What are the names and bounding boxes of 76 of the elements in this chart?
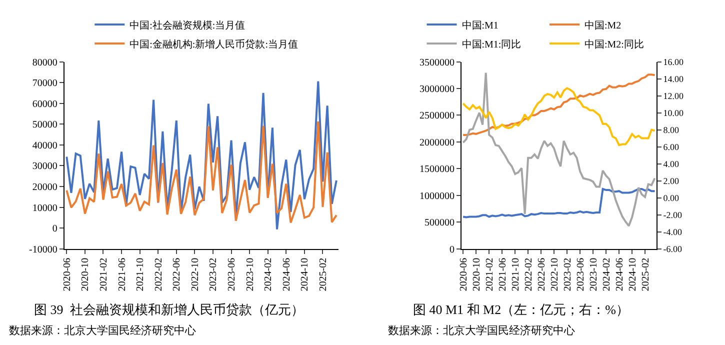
- x-tick-label: 2023-06: [226, 258, 238, 292]
- y2-tick-label: 12.00: [663, 90, 684, 101]
- x-tick-label: 2025-02: [640, 258, 652, 292]
- y-tick-label: 10000: [32, 202, 58, 214]
- legend-label: 中国:社会融资规模:当月值: [130, 19, 246, 32]
- y2-tick-label: 0.00: [663, 192, 680, 203]
- legend-label: 中国:M1:同比: [462, 38, 522, 50]
- x-tick-label: 2021-06: [116, 258, 128, 292]
- x-tick-label: 2020-06: [458, 258, 470, 292]
- y2-tick-label: 2.00: [663, 176, 680, 186]
- y-tick-label: 1000000: [419, 190, 454, 202]
- x-tick-label: 2023-02: [208, 258, 220, 292]
- x-tick-label: 2022-06: [172, 258, 183, 292]
- line-series: [462, 87, 656, 146]
- legend-label: 中国:M1: [462, 19, 498, 32]
- x-tick-label: 2021-10: [510, 258, 522, 292]
- x-tick-label: 2025-02: [318, 258, 329, 292]
- y-tick-label: 70000: [32, 78, 58, 90]
- source-note: 数据来源：北京大学国民经济研究中心: [388, 324, 575, 337]
- x-tick-label: 2023-10: [244, 258, 256, 292]
- x-tick-label: 2024-02: [601, 258, 612, 292]
- y2-tick-label: 8.00: [663, 124, 680, 135]
- y-tick-label: 60000: [32, 98, 58, 110]
- x-tick-label: 2024-06: [614, 258, 626, 292]
- y-tick-label: 40000: [32, 140, 58, 152]
- x-tick-label: 2024-06: [281, 258, 292, 292]
- y-tick-label: 80000: [32, 57, 58, 68]
- x-tick-label: 2022-06: [536, 258, 548, 292]
- x-tick-label: 2021-10: [135, 258, 146, 292]
- legend-label: 中国:M2:同比: [584, 38, 644, 50]
- x-tick-label: 2023-10: [588, 258, 600, 292]
- x-tick-label: 2020-06: [62, 258, 73, 292]
- y-tick-label: 30000: [32, 161, 58, 172]
- x-tick-label: 2022-10: [549, 258, 560, 292]
- line-series: [66, 80, 338, 230]
- text: 图 39 社会融资规模和新增人民币贷款（亿元）: [34, 302, 304, 317]
- x-tick-label: 2024-10: [627, 258, 638, 292]
- y2-tick-label: -6.00: [663, 244, 682, 254]
- y-tick-label: 500000: [424, 218, 454, 229]
- x-tick-label: 2021-02: [484, 258, 496, 292]
- y-tick-label: 2000000: [419, 137, 454, 148]
- line-series: [462, 72, 656, 227]
- line-series: [66, 120, 338, 224]
- y-tick-label: 0: [52, 224, 58, 235]
- x-tick-label: 2023-02: [562, 258, 574, 292]
- y2-tick-label: 4.00: [663, 158, 680, 169]
- line-series: [462, 188, 656, 218]
- x-tick-label: 2021-06: [497, 258, 508, 292]
- legend-label: 中国:M2: [584, 19, 622, 32]
- y-tick-label: 50000: [32, 120, 58, 131]
- x-tick-label: 2024-10: [300, 258, 311, 292]
- y-tick-label: 20000: [32, 182, 58, 193]
- y-tick-label: 2500000: [419, 110, 454, 122]
- y2-tick-label: 16.00: [663, 56, 684, 67]
- x-tick-label: 2023-06: [575, 258, 586, 292]
- text: 图 40 M1 和 M2（左：亿元；右：%）: [413, 302, 629, 317]
- y-tick-label: -10000: [29, 244, 58, 256]
- line-series: [462, 74, 656, 136]
- y2-tick-label: -2.00: [663, 210, 682, 220]
- legend-label: 中国:金融机构:新增人民币贷款:当月值: [130, 38, 298, 50]
- y2-tick-label: 10.00: [663, 108, 684, 118]
- x-tick-label: 2021-02: [98, 258, 110, 292]
- y-tick-label: 0: [449, 244, 454, 256]
- x-tick-label: 2024-02: [263, 258, 274, 292]
- x-tick-label: 2022-02: [153, 258, 164, 292]
- y2-tick-label: 14.00: [663, 74, 684, 84]
- x-tick-label: 2022-02: [523, 258, 534, 292]
- y2-tick-label: -4.00: [663, 226, 682, 237]
- y2-tick-label: 6.00: [663, 142, 680, 152]
- x-tick-label: 2022-10: [190, 258, 201, 292]
- y-tick-label: 1500000: [419, 164, 454, 176]
- source-note: 数据来源：北京大学国民经济研究中心: [9, 324, 196, 337]
- x-tick-label: 2020-10: [80, 258, 92, 292]
- y-tick-label: 3000000: [419, 84, 454, 95]
- y-tick-label: 3500000: [419, 57, 454, 68]
- x-tick-label: 2020-10: [471, 258, 482, 292]
